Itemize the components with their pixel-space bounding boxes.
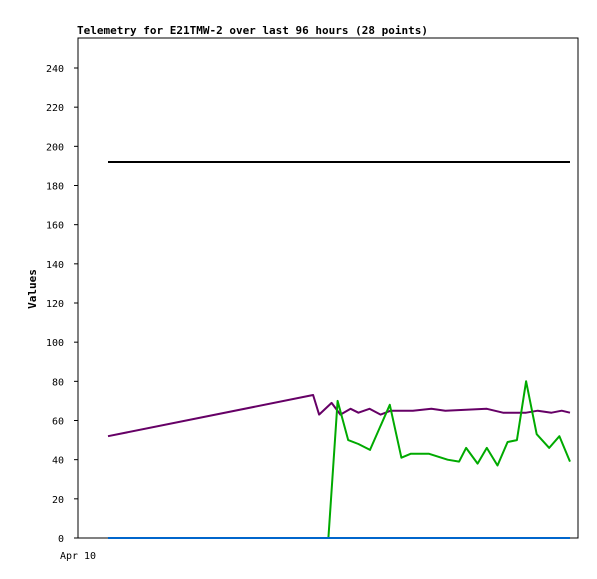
y-tick-label: 140	[46, 260, 64, 271]
y-tick-label: 240	[46, 64, 64, 75]
x-axis: Apr 10	[60, 551, 96, 562]
series-lines	[107, 161, 571, 539]
y-tick-label: 40	[52, 456, 64, 467]
y-tick-label: 160	[46, 221, 64, 232]
chart-title: Telemetry for E21TMW-2 over last 96 hour…	[77, 24, 428, 37]
y-axis-label: Values	[26, 269, 39, 309]
series-line-2	[107, 394, 571, 438]
y-tick-label: 20	[52, 495, 64, 506]
y-tick-label: 120	[46, 299, 64, 310]
y-tick-label: 220	[46, 103, 64, 114]
y-tick-label: 0	[58, 534, 64, 545]
y-tick-label: 100	[46, 338, 64, 349]
y-tick-label: 200	[46, 142, 64, 153]
y-tick-label: 80	[52, 377, 64, 388]
y-tick-label: 60	[52, 417, 64, 428]
y-tick-label: 180	[46, 182, 64, 193]
series-line-3	[327, 380, 571, 539]
y-axis: 0 20 40 60 80 100 120 140 160 180 200 220 240	[46, 64, 78, 545]
x-tick-label: Apr 10	[60, 551, 96, 562]
plot-area	[77, 37, 579, 539]
